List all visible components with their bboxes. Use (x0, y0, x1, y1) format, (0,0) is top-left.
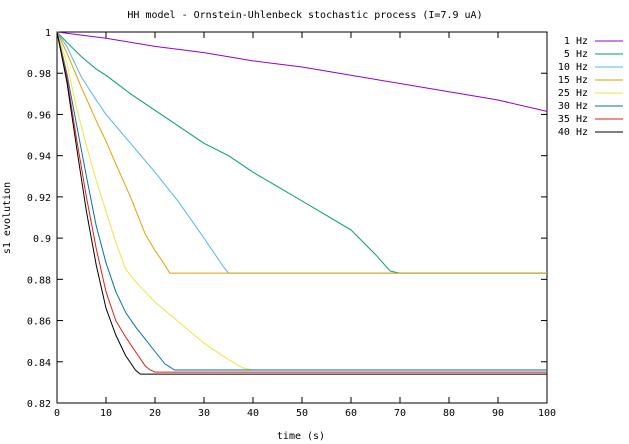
tick-layer: 0 10 20 30 40 50 60 70 80 90 100 0.82 0.84 0.86 0.88 0.… (27, 28, 556, 419)
x-tick-label: 50 (296, 408, 308, 419)
y-tick-label: 0.98 (27, 69, 51, 80)
x-tick-label: 70 (394, 408, 406, 419)
legend: 1 Hz 5 Hz 10 Hz 15 Hz 25 Hz 30 Hz 35 Hz 40 Hz (558, 36, 623, 138)
x-tick-label: 20 (149, 408, 161, 419)
series-line-35-hz (56, 31, 547, 373)
y-tick-label: 1 (45, 28, 51, 39)
legend-label-5-hz: 5 Hz (564, 49, 588, 60)
x-tick-label: 60 (345, 408, 357, 419)
y-tick-label: 0.84 (27, 358, 51, 369)
plot-frame (56, 31, 548, 404)
legend-label-25-hz: 25 Hz (558, 88, 588, 99)
x-tick-label: 10 (100, 408, 112, 419)
y-tick-label: 0.94 (27, 152, 51, 163)
y-tick-label: 0.96 (27, 110, 51, 121)
x-tick-label: 90 (492, 408, 504, 419)
y-tick-label: 0.86 (27, 317, 51, 328)
series-line-10-hz (56, 31, 547, 274)
y-tick-label: 0.92 (27, 193, 51, 204)
x-tick-label: 80 (443, 408, 455, 419)
series-line-1-hz (56, 31, 548, 112)
x-tick-label: 30 (198, 408, 210, 419)
legend-label-30-hz: 30 Hz (558, 101, 588, 112)
series-line-30-hz (56, 31, 547, 371)
chart-title: HH model - Ornstein-Uhlenbeck stochastic… (127, 10, 482, 21)
legend-label-1-hz: 1 Hz (564, 36, 588, 47)
series-line-5-hz (56, 31, 547, 274)
y-axis-label: s1 evolution (2, 182, 13, 254)
legend-label-35-hz: 35 Hz (558, 114, 588, 125)
y-tick-label: 0.9 (33, 234, 51, 245)
series-line-40-hz (56, 31, 547, 375)
series-layer (56, 31, 548, 375)
legend-label-10-hz: 10 Hz (558, 62, 588, 73)
legend-label-15-hz: 15 Hz (558, 75, 588, 86)
x-axis-label: time (s) (277, 431, 325, 442)
x-tick-label: 0 (54, 408, 60, 419)
legend-label-40-hz: 40 Hz (558, 127, 588, 138)
series-line-15-hz (56, 31, 547, 274)
y-tick-label: 0.82 (27, 399, 51, 410)
x-tick-label: 40 (247, 408, 259, 419)
x-tick-label: 100 (538, 408, 556, 419)
y-tick-label: 0.88 (27, 275, 51, 286)
